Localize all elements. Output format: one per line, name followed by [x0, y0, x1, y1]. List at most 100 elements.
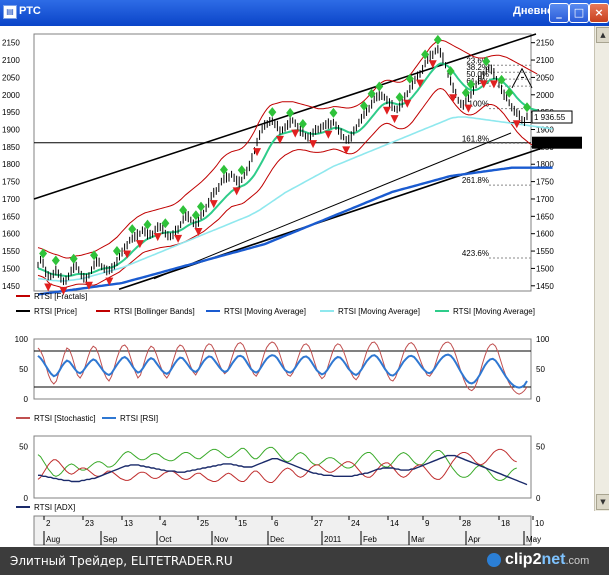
fractal-down-marker [428, 60, 437, 69]
price-ytick-right: 1900 [536, 126, 554, 135]
fib-annotation: 423.6% [462, 249, 489, 258]
trend-channel-upper [33, 33, 537, 200]
maximize-button[interactable]: □ [569, 3, 589, 23]
scroll-down-arrow-icon[interactable]: ▼ [596, 494, 609, 510]
fractal-down-marker [253, 148, 262, 157]
fractal-down-marker [416, 79, 425, 88]
fractal-down-marker [44, 283, 53, 292]
fractal-up-marker [219, 164, 228, 175]
price-ytick-left: 1950 [2, 108, 20, 117]
price-ytick-left: 2150 [2, 39, 20, 48]
fractal-up-marker [286, 107, 295, 118]
legend-label: RTSI [Moving Average] [338, 307, 420, 316]
price-ytick-right: 1500 [536, 264, 554, 273]
ma-short-line [37, 62, 538, 278]
ma-mid-line [38, 116, 553, 282]
fractal-up-marker [523, 102, 531, 113]
brand-clip: clip2 [505, 551, 542, 568]
fractal-up-marker [197, 201, 205, 212]
adx-ytick-right: 50 [536, 442, 545, 451]
price-ytick-left: 1700 [2, 195, 20, 204]
legend-label: RTSI [Moving Average] [453, 307, 535, 316]
trend-line-inner [153, 132, 512, 280]
date-day-tick: 9 [425, 519, 430, 528]
price-ytick-left: 1600 [2, 230, 20, 239]
close-button[interactable]: × [589, 3, 609, 23]
window-titlebar: ▤ РТС Дневной _ □ × [0, 0, 609, 26]
fib-annotation: 161.8% [462, 134, 489, 143]
fractal-up-marker [179, 205, 188, 216]
fractal-down-marker [309, 140, 318, 149]
date-month-tick: Apr [468, 535, 481, 544]
date-month-tick: Oct [159, 535, 172, 544]
legend-label: RTSI [Moving Average] [224, 307, 306, 316]
price-ytick-right: 1550 [536, 247, 554, 256]
rsi-line [37, 353, 528, 389]
price-ytick-left: 2100 [2, 56, 20, 65]
fractal-down-marker [342, 146, 351, 155]
fractal-down-marker [174, 234, 183, 243]
fractal-up-marker [505, 87, 514, 98]
fractal-down-marker [464, 104, 473, 113]
price-ytick-right: 2100 [536, 56, 554, 65]
adx-line [38, 454, 528, 486]
adx-panel-frame [33, 435, 532, 499]
app-icon: ▤ [3, 5, 17, 19]
date-day-tick: 10 [535, 519, 544, 528]
date-day-tick: 27 [314, 519, 323, 528]
legend-label: RTSI [Fractals] [34, 292, 87, 301]
price-ytick-left: 1750 [2, 178, 20, 187]
price-ytick-right: 2150 [536, 39, 554, 48]
fractal-down-marker [123, 250, 132, 259]
osc-ytick-left: 100 [15, 335, 29, 344]
price-ytick-left: 1650 [2, 212, 20, 221]
fractal-up-marker [461, 87, 470, 98]
fractal-up-marker [446, 66, 455, 77]
vertical-scrollbar[interactable]: ▲ ▼ [594, 26, 609, 511]
date-day-tick: 24 [351, 519, 360, 528]
price-panel-frame [33, 33, 532, 292]
osc-ytick-right: 100 [536, 335, 550, 344]
fractal-up-marker [268, 107, 277, 118]
price-ytick-right: 1750 [536, 178, 554, 187]
fib-annotation: 38.2% [466, 63, 489, 72]
price-label-box [531, 110, 573, 124]
date-month-tick: Sep [103, 535, 118, 544]
oscillator-panel-frame [33, 338, 532, 400]
legend-label: RTSI [Stochastic] [34, 414, 96, 423]
fractal-up-marker [112, 246, 121, 257]
price-ytick-left: 2050 [2, 73, 20, 82]
pattern-head [511, 67, 533, 89]
date-day-tick: 23 [85, 519, 94, 528]
price-ytick-left: 1800 [2, 160, 20, 169]
fractal-up-marker [360, 100, 368, 111]
fib-annotation: 261.8% [462, 176, 489, 185]
date-day-tick: 6 [274, 519, 279, 528]
fractal-down-marker [232, 187, 241, 196]
legend-label: RTSI [Price] [34, 307, 77, 316]
scroll-up-arrow-icon[interactable]: ▲ [596, 27, 609, 43]
fractal-down-marker [275, 135, 284, 144]
period-label[interactable]: Дневной [513, 5, 561, 17]
date-month-tick: Nov [214, 535, 228, 544]
fractal-up-marker [237, 165, 246, 176]
fractal-down-marker [84, 281, 93, 290]
brand-com: .com [565, 555, 590, 567]
fractal-up-marker [39, 248, 48, 259]
fractal-up-marker [367, 88, 376, 99]
osc-ytick-left: 0 [24, 395, 29, 404]
price-ytick-left: 2000 [2, 91, 20, 100]
chart-area: 2150215021002100205020502000200019501950… [2, 33, 582, 546]
stochastic-line [37, 341, 528, 395]
price-ytick-right: 1800 [536, 160, 554, 169]
plus-di-line [37, 446, 517, 481]
price-ytick-left: 1550 [2, 247, 20, 256]
fractal-down-marker [403, 99, 412, 108]
footer-brand: clip2net.com [505, 551, 589, 569]
fractal-up-marker [128, 224, 137, 235]
brand-net: net [541, 551, 566, 568]
price-ytick-right: 1650 [536, 212, 554, 221]
minimize-button[interactable]: _ [549, 3, 569, 23]
fib-annotation: 23.6% [466, 56, 489, 65]
price-ytick-right: 2050 [536, 73, 554, 82]
